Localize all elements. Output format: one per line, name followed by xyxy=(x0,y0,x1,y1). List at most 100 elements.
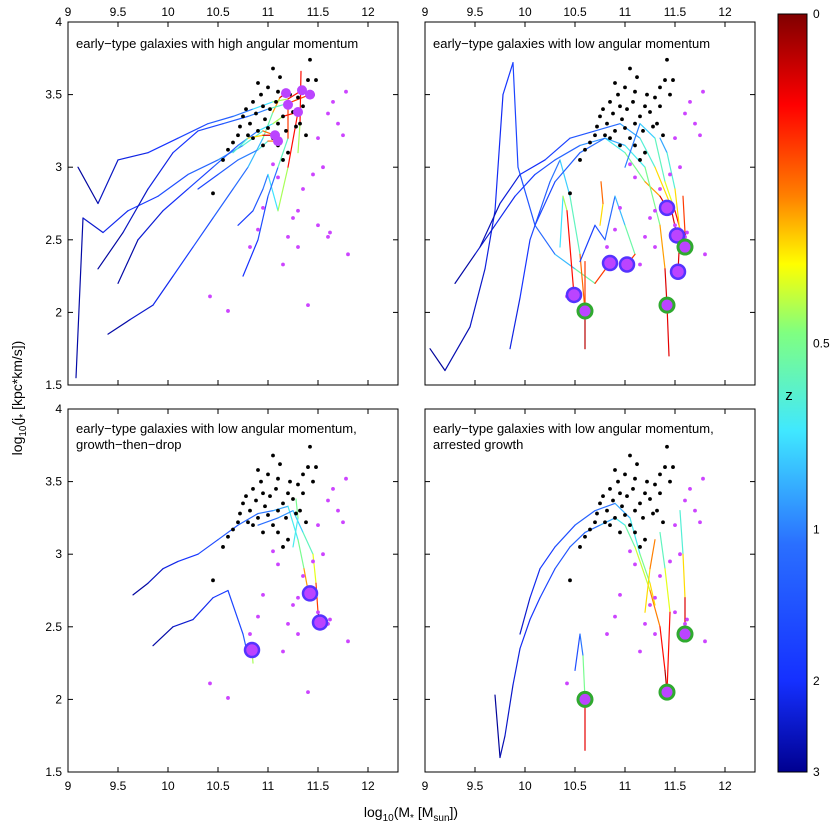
panel-1-violet-marker xyxy=(658,199,676,217)
panel-3-title-line2: arrested growth xyxy=(433,437,523,452)
panel-1-title: early−type galaxies with low angular mom… xyxy=(433,36,710,51)
panel-1-top-tick-label: 11 xyxy=(619,5,632,19)
panel-0-observed-black-point xyxy=(281,114,285,119)
panel-2-observed-violet-point xyxy=(341,520,345,525)
panel-3-observed-black-point xyxy=(635,462,639,467)
panel-2-title-line2: growth−then−drop xyxy=(76,437,182,452)
panel-1-observed-violet-point xyxy=(693,121,697,126)
panel-2-observed-violet-point xyxy=(286,621,290,626)
panel-0-observed-black-point xyxy=(284,129,288,133)
panel-0-observed-violet-point xyxy=(296,245,300,249)
panel-0-observed-violet-point xyxy=(326,111,330,116)
panel-3-track-3-segment xyxy=(664,568,671,613)
panel-2-ytick-label: 4 xyxy=(55,402,62,416)
panel-0-observed-violet-point xyxy=(248,245,252,249)
panel-0-track-4-segment xyxy=(247,108,269,117)
panel-3-track-0-segment xyxy=(569,531,586,548)
colorbar-tick-label: 3 xyxy=(813,765,820,779)
panel-2-title-line1: early−type galaxies with low angular mom… xyxy=(76,421,357,436)
panel-1-observed-violet-point xyxy=(643,234,647,239)
panel-2-observed-violet-point xyxy=(276,562,280,567)
panel-0-track-2-segment xyxy=(212,144,239,168)
panel-3-observed-black-point xyxy=(665,444,669,449)
panel-1-track-3-segment xyxy=(539,181,551,212)
panel-1-track-12-segment xyxy=(682,195,686,234)
panel-2-observed-black-point xyxy=(266,472,270,477)
panel-0-observed-violet-point xyxy=(336,121,340,126)
panel-2-track-2-segment xyxy=(312,553,317,584)
panel-0-observed-black-point xyxy=(263,117,267,122)
panel-1-observed-violet-point xyxy=(618,205,622,210)
panel-0-observed-violet-point xyxy=(341,133,345,138)
panel-3-observed-black-point xyxy=(618,491,622,496)
colorbar-label: z xyxy=(785,387,793,404)
panel-0-observed-violet-point xyxy=(271,162,275,167)
panel-0-track-1-segment xyxy=(127,195,159,212)
panel-0-track-2-segment xyxy=(187,166,214,190)
panel-0-track-3-segment xyxy=(147,137,179,154)
panel-3-observed-black-point xyxy=(648,497,652,501)
panel-1-observed-black-point xyxy=(578,158,582,162)
panel-2-observed-black-point xyxy=(244,494,248,499)
panel-3-plot: 9 9.5 10 10.5 11 11.5 12 xyxy=(422,408,755,793)
panel-3-green-ring-marker xyxy=(676,625,694,643)
panel-0-top-tick-label: 10.5 xyxy=(206,5,230,19)
panel-3-observed-black-point xyxy=(616,479,620,484)
panel-2-observed-violet-point xyxy=(316,523,320,528)
panel-3-observed-black-point xyxy=(568,578,572,583)
panel-3-observed-black-point xyxy=(601,494,605,499)
panel-3-xtick-label: 9.5 xyxy=(467,779,484,793)
panel-2-observed-black-point xyxy=(241,501,245,506)
panel-0-ytick-label: 4 xyxy=(55,15,62,29)
panel-0-plot: 9 9.5 10 10.5 11 11.5 12 1.5 2 2.5 3 3.5 4 xyxy=(45,5,398,392)
panel-0-ytick-label: 2.5 xyxy=(45,233,62,247)
panel-1-track-5-segment xyxy=(624,224,636,255)
panel-0-observed-violet-point xyxy=(291,216,295,220)
panel-2-xtick-label: 11 xyxy=(262,779,275,793)
panel-2-observed-violet-point xyxy=(326,498,330,503)
panel-2-track-0-segment xyxy=(212,589,229,599)
panel-1-green-ring-marker xyxy=(576,302,594,320)
colorbar-tick-label: 0.5 xyxy=(813,337,830,351)
panel-2-observed-black-point xyxy=(266,513,270,517)
panel-1-track-5-segment xyxy=(604,195,616,241)
panel-0-track-7-segment xyxy=(257,195,269,241)
panel-2-observed-black-point xyxy=(298,508,302,513)
panel-2-observed-black-point xyxy=(256,516,260,520)
panel-1-plot: 9 9.5 10 10.5 11 11.5 12 xyxy=(422,5,755,386)
panel-1-track-3-segment xyxy=(579,253,586,312)
panel-1-observed-violet-point xyxy=(673,136,677,141)
panel-2-observed-black-point xyxy=(259,479,263,484)
panel-3-track-0-segment xyxy=(554,546,571,570)
panel-0-observed-black-point xyxy=(254,111,258,116)
panel-0-observed-black-point xyxy=(281,158,285,162)
panel-2-track-0-segment xyxy=(152,626,174,647)
panel-0-ytick-label: 3 xyxy=(55,160,62,174)
panel-1-observed-black-point xyxy=(618,143,622,148)
panel-1-observed-black-point xyxy=(568,191,572,196)
panel-1-observed-violet-point xyxy=(668,172,672,177)
panel-2-track-0-segment xyxy=(192,597,214,621)
panel-1-observed-violet-point xyxy=(673,223,677,228)
panel-0-observed-black-point xyxy=(251,136,255,141)
panel-1-track-4-segment xyxy=(659,224,666,270)
panel-2-observed-violet-point xyxy=(291,603,295,607)
panel-0-top-tick-label: 9 xyxy=(65,5,72,19)
panel-2-frame xyxy=(67,408,399,773)
panel-3-observed-violet-point xyxy=(613,614,617,619)
panel-2-observed-black-point xyxy=(226,534,230,539)
panel-2-observed-violet-point xyxy=(248,632,252,636)
panel-1-observed-black-point xyxy=(633,121,637,126)
panel-3-track-0-segment xyxy=(634,546,651,592)
panel-2-observed-black-point xyxy=(276,508,280,513)
panel-1-observed-black-point xyxy=(623,126,627,130)
panel-0-ytick-label: 2 xyxy=(55,305,62,319)
panel-1-observed-black-point xyxy=(655,121,659,126)
panel-2-observed-black-point xyxy=(294,511,298,516)
panel-0-track-1-segment xyxy=(82,217,104,234)
panel-1-observed-black-point xyxy=(635,75,639,80)
panel-1-track-1-segment xyxy=(554,144,581,161)
panel-2-xtick-label: 9.5 xyxy=(110,779,127,793)
panel-3-track-1-segment xyxy=(539,546,556,570)
panel-2-track-1-segment xyxy=(162,560,179,570)
